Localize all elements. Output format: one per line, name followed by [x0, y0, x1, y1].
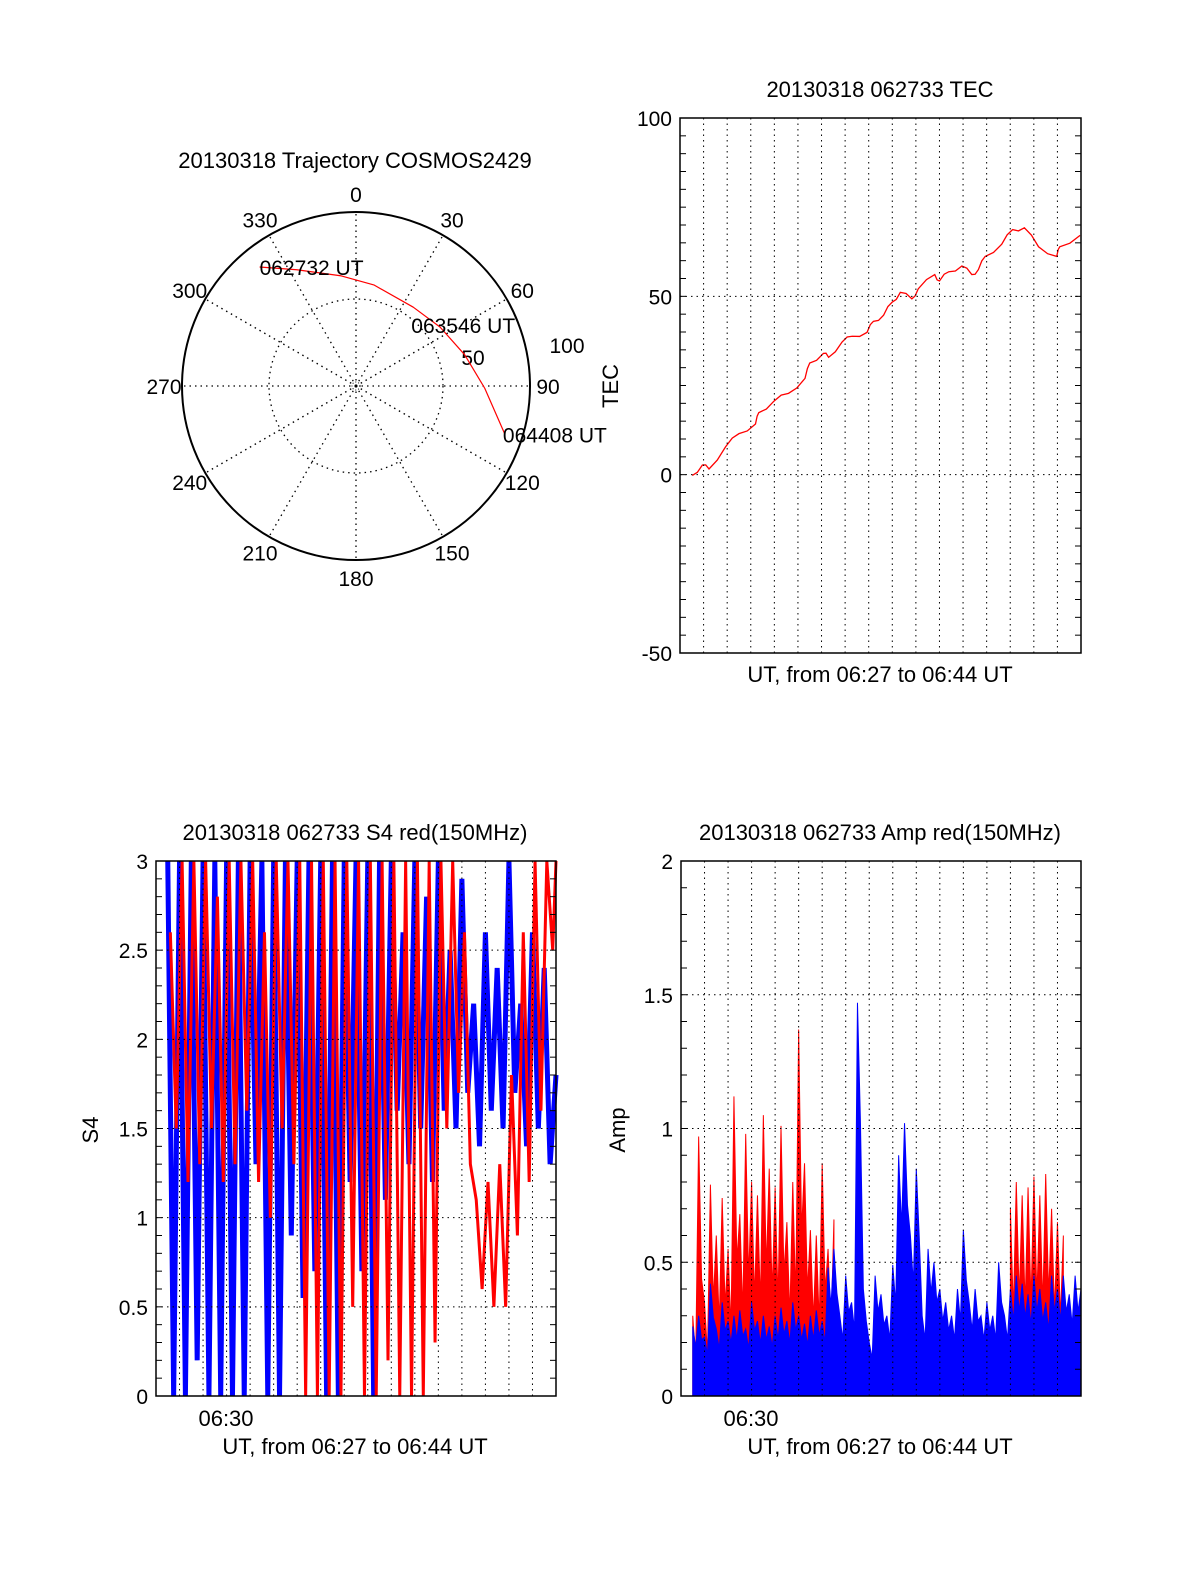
tec-xlabel: UT, from 06:27 to 06:44 UT — [747, 662, 1012, 687]
trajectory-time-label: 064408 UT — [503, 424, 607, 447]
s4-xlabel: UT, from 06:27 to 06:44 UT — [222, 1434, 487, 1459]
s4-xtick-label: 06:30 — [198, 1406, 253, 1431]
plot-frame — [679, 117, 1082, 654]
plot-frame — [680, 860, 1082, 1397]
polar-angle-label: 330 — [242, 210, 277, 233]
polar-trajectory-plot: 20130318 Trajectory COSMOS2429 0 30 60 90 12… — [146, 148, 607, 591]
s4-plot: 20130318 062733 S4 red(150MHz) UT, from … — [78, 820, 559, 1459]
tec-plot: 20130318 062733 TEC UT, from 06:27 to 06… — [598, 77, 1082, 687]
polar-angle-label: 120 — [505, 472, 540, 495]
polar-angle-label: 30 — [440, 210, 463, 233]
y-tick-label: 100 — [637, 108, 672, 131]
polar-spoke — [355, 385, 444, 538]
y-tick-label: 2 — [136, 1029, 148, 1052]
amp-ylabel: Amp — [605, 1107, 630, 1152]
y-tick-label: 1.5 — [119, 1119, 148, 1142]
polar-spoke — [204, 298, 357, 387]
polar-title: 20130318 Trajectory COSMOS2429 — [178, 148, 531, 173]
y-tick-label: 0 — [660, 465, 672, 488]
y-tick-label: 0 — [136, 1386, 148, 1409]
y-tick-label: 50 — [649, 286, 672, 309]
polar-angle-label: 150 — [434, 542, 469, 565]
polar-ring-50 — [268, 298, 444, 474]
y-tick-label: -50 — [642, 643, 672, 666]
s4-title: 20130318 062733 S4 red(150MHz) — [183, 820, 528, 845]
tec-title: 20130318 062733 TEC — [766, 77, 993, 102]
amp-series-red — [692, 1029, 835, 1397]
polar-spoke — [355, 385, 508, 474]
polar-center — [351, 381, 361, 391]
y-tick-label: 0 — [661, 1386, 673, 1409]
polar-radial-label-100: 100 — [549, 335, 584, 358]
y-tick-label: 1 — [136, 1208, 148, 1231]
trajectory-time-label: 062732 UT — [260, 257, 364, 280]
amp-series-blue — [692, 1002, 1082, 1397]
polar-spoke — [268, 234, 357, 387]
plot-data — [692, 1002, 1082, 1397]
polar-spoke — [268, 385, 357, 538]
trajectory-time-label: 063546 UT — [411, 315, 515, 338]
trajectory-line — [259, 266, 506, 435]
amp-title: 20130318 062733 Amp red(150MHz) — [699, 820, 1061, 845]
polar-angle-label: 210 — [242, 542, 277, 565]
y-tick-label: 2 — [661, 851, 673, 874]
polar-spoke — [355, 234, 444, 387]
polar-angle-label: 300 — [172, 280, 207, 303]
y-tick-label: 2.5 — [119, 940, 148, 963]
polar-angle-label: 240 — [172, 472, 207, 495]
polar-spoke — [204, 385, 357, 474]
amp-plot: 20130318 062733 Amp red(150MHz) UT, from… — [605, 820, 1082, 1459]
y-tick-label: 1.5 — [644, 985, 673, 1008]
amp-xtick-label: 06:30 — [723, 1406, 778, 1431]
polar-spoke — [355, 298, 508, 387]
tec-series-line — [691, 227, 1081, 476]
plot-data — [691, 227, 1081, 476]
y-tick-label: 3 — [136, 851, 148, 874]
polar-radial-label-50: 50 — [461, 347, 484, 370]
plot-frame — [155, 860, 557, 1397]
y-tick-label: 0.5 — [119, 1297, 148, 1320]
amp-xlabel: UT, from 06:27 to 06:44 UT — [747, 1434, 1012, 1459]
s4-ylabel: S4 — [78, 1117, 103, 1144]
polar-angle-label: 90 — [536, 376, 559, 399]
polar-angle-label: 0 — [350, 184, 362, 207]
polar-angle-label: 180 — [338, 568, 373, 591]
tec-ylabel: TEC — [598, 364, 623, 408]
polar-angle-label: 270 — [146, 376, 181, 399]
y-tick-label: 1 — [661, 1119, 673, 1142]
polar-angle-label: 60 — [511, 280, 534, 303]
y-tick-label: 0.5 — [644, 1252, 673, 1275]
polar-outer-ring — [181, 211, 531, 561]
